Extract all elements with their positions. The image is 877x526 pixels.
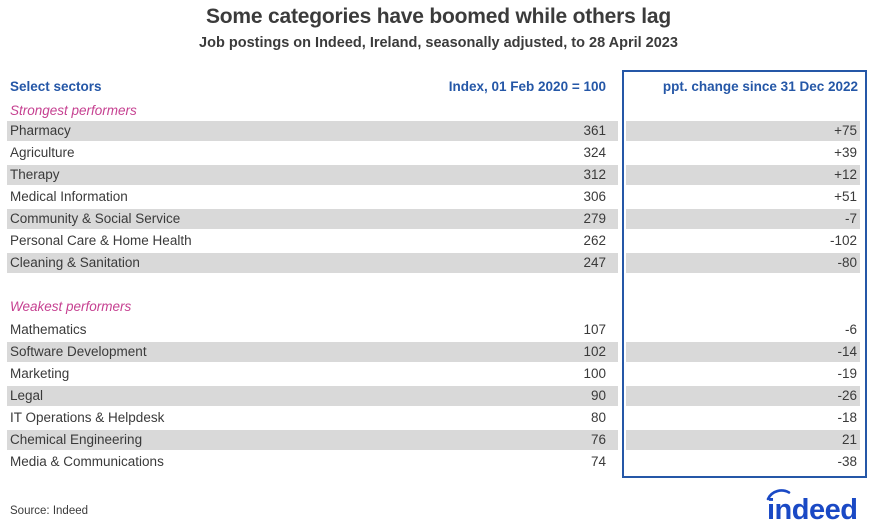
index-cell: 361 <box>583 123 606 138</box>
index-cell: 80 <box>590 410 606 425</box>
ppt-cell: -26 <box>837 388 857 403</box>
sector-cell: Software Development <box>10 344 147 359</box>
indeed-logo: indeed <box>765 486 869 526</box>
sector-cell: Chemical Engineering <box>10 432 143 447</box>
ppt-cell: +39 <box>834 145 857 160</box>
sector-cell: Marketing <box>10 366 70 381</box>
section-label: Strongest performers <box>10 103 137 118</box>
table-row: Chemical Engineering 76 21 <box>0 429 877 451</box>
row-stripe <box>626 121 860 141</box>
col-header-ppt: ppt. change since 31 Dec 2022 <box>662 79 858 94</box>
row-stripe <box>7 253 618 273</box>
sector-cell: Media & Communications <box>10 454 164 469</box>
col-header-index: Index, 01 Feb 2020 = 100 <box>448 79 606 94</box>
ppt-cell: 21 <box>841 432 857 447</box>
chart-title: Some categories have boomed while others… <box>205 5 671 28</box>
ppt-cell: -19 <box>837 366 857 381</box>
col-header-sectors: Select sectors <box>10 79 102 94</box>
row-stripe <box>626 342 860 362</box>
sector-cell: Pharmacy <box>10 123 71 138</box>
table-row: Software Development 102 -14 <box>0 341 877 363</box>
table-row: Therapy 312 +12 <box>0 164 877 186</box>
index-cell: 100 <box>583 366 606 381</box>
ppt-cell: -38 <box>837 454 857 469</box>
sector-cell: Legal <box>10 388 44 403</box>
sector-cell: Therapy <box>10 167 60 182</box>
index-cell: 107 <box>583 322 606 337</box>
sector-cell: Community & Social Service <box>10 211 181 226</box>
row-stripe <box>7 386 618 406</box>
row-stripe <box>626 253 860 273</box>
row-stripe <box>626 386 860 406</box>
ppt-cell: +75 <box>834 123 857 138</box>
table-row: Media & Communications 74 -38 <box>0 451 877 473</box>
row-stripe <box>7 209 618 229</box>
index-cell: 102 <box>583 344 606 359</box>
table-row: Cleaning & Sanitation 247 -80 <box>0 252 877 274</box>
sector-cell: Personal Care & Home Health <box>10 233 192 248</box>
table-row: Pharmacy 361 +75 <box>0 120 877 142</box>
row-stripe <box>7 165 618 185</box>
table-row: IT Operations & Helpdesk 80 -18 <box>0 407 877 429</box>
ppt-cell: +51 <box>834 189 857 204</box>
index-cell: 262 <box>583 233 606 248</box>
logo-wordmark: indeed <box>767 494 857 524</box>
table-row: Agriculture 324 +39 <box>0 142 877 164</box>
row-stripe <box>626 209 860 229</box>
index-cell: 247 <box>583 255 606 270</box>
sector-cell: IT Operations & Helpdesk <box>10 410 165 425</box>
table-row: Community & Social Service 279 -7 <box>0 208 877 230</box>
ppt-cell: -80 <box>837 255 857 270</box>
sector-cell: Mathematics <box>10 322 87 337</box>
source-note: Source: Indeed <box>10 505 89 517</box>
ppt-cell: -14 <box>837 344 857 359</box>
logo-arc-icon <box>766 489 791 501</box>
sectors-table: Select sectors Index, 01 Feb 2020 = 100 … <box>0 70 877 478</box>
ppt-cell: -18 <box>837 410 857 425</box>
sector-cell: Agriculture <box>10 145 75 160</box>
table-row: Legal 90 -26 <box>0 385 877 407</box>
table-row: Personal Care & Home Health 262 -102 <box>0 230 877 252</box>
sector-cell: Medical Information <box>10 189 128 204</box>
row-stripe <box>7 121 618 141</box>
ppt-cell: -7 <box>844 211 857 226</box>
ppt-cell: -6 <box>844 322 857 337</box>
index-cell: 76 <box>590 432 606 447</box>
table-row: Mathematics 107 -6 <box>0 319 877 341</box>
ppt-cell: -102 <box>829 233 857 248</box>
index-cell: 279 <box>583 211 606 226</box>
table-header-row: Select sectors Index, 01 Feb 2020 = 100 … <box>0 70 877 102</box>
index-cell: 324 <box>583 145 606 160</box>
sector-cell: Cleaning & Sanitation <box>10 255 140 270</box>
indeed-logo-graphic: indeed <box>766 489 858 526</box>
row-stripe <box>7 430 618 450</box>
row-stripe <box>7 342 618 362</box>
ppt-cell: +12 <box>834 167 857 182</box>
ppt-column-box <box>622 70 867 478</box>
index-cell: 74 <box>590 454 606 469</box>
index-cell: 312 <box>583 167 606 182</box>
section-label: Weakest performers <box>10 299 132 314</box>
chart-subtitle: Job postings on Indeed, Ireland, seasona… <box>199 35 678 51</box>
table-row: Marketing 100 -19 <box>0 363 877 385</box>
row-stripe <box>626 430 860 450</box>
table-row: Medical Information 306 +51 <box>0 186 877 208</box>
index-cell: 90 <box>590 388 606 403</box>
row-stripe <box>626 165 860 185</box>
index-cell: 306 <box>583 189 606 204</box>
